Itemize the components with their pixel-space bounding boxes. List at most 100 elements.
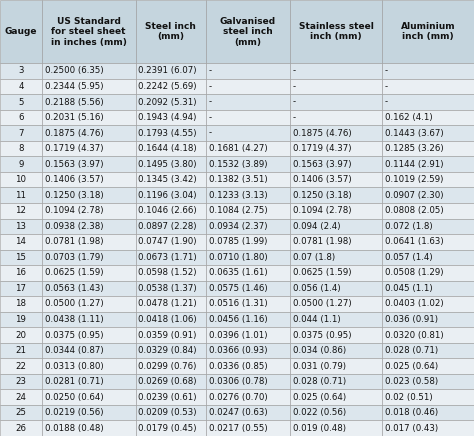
Text: 0.2500 (6.35): 0.2500 (6.35)	[45, 66, 103, 75]
Text: 0.0219 (0.56): 0.0219 (0.56)	[45, 408, 103, 417]
Bar	[42, 296, 136, 312]
Text: 0.0500 (1.27): 0.0500 (1.27)	[293, 300, 352, 309]
Text: 0.1094 (2.78): 0.1094 (2.78)	[293, 206, 351, 215]
Text: 6: 6	[18, 113, 24, 122]
Bar	[382, 312, 474, 327]
Text: 0.1875 (4.76): 0.1875 (4.76)	[45, 129, 103, 138]
Text: 0.0344 (0.87): 0.0344 (0.87)	[45, 346, 103, 355]
Text: 0.1644 (4.18): 0.1644 (4.18)	[138, 144, 197, 153]
Text: 22: 22	[15, 361, 27, 371]
Bar	[382, 0, 474, 63]
Text: 0.1406 (3.57): 0.1406 (3.57)	[45, 175, 103, 184]
Text: 0.0313 (0.80): 0.0313 (0.80)	[45, 361, 103, 371]
Bar	[382, 281, 474, 296]
Text: 0.0907 (2.30): 0.0907 (2.30)	[385, 191, 443, 200]
Text: 0.1250 (3.18): 0.1250 (3.18)	[45, 191, 103, 200]
Bar	[136, 296, 206, 312]
Bar	[136, 110, 206, 126]
Text: 3: 3	[18, 66, 24, 75]
Text: 14: 14	[15, 237, 27, 246]
Bar	[136, 234, 206, 249]
Bar	[0, 405, 42, 420]
Bar	[136, 312, 206, 327]
Bar	[382, 405, 474, 420]
Text: 0.2242 (5.69): 0.2242 (5.69)	[138, 82, 197, 91]
Bar	[0, 172, 42, 187]
Bar	[382, 327, 474, 343]
Bar	[382, 420, 474, 436]
Bar	[42, 141, 136, 157]
Bar	[382, 249, 474, 265]
Text: 0.045 (1.1): 0.045 (1.1)	[385, 284, 432, 293]
Bar	[136, 281, 206, 296]
Bar	[42, 203, 136, 218]
Text: 0.1144 (2.91): 0.1144 (2.91)	[385, 160, 443, 169]
Text: 0.0306 (0.78): 0.0306 (0.78)	[209, 377, 267, 386]
Text: US Standard
for steel sheet
in inches (mm): US Standard for steel sheet in inches (m…	[51, 17, 127, 47]
Text: 17: 17	[15, 284, 27, 293]
Bar	[0, 234, 42, 249]
Text: 15: 15	[15, 253, 27, 262]
Text: 10: 10	[15, 175, 27, 184]
Text: 0.0747 (1.90): 0.0747 (1.90)	[138, 237, 197, 246]
Text: 8: 8	[18, 144, 24, 153]
Bar	[206, 281, 290, 296]
Text: 0.1285 (3.26): 0.1285 (3.26)	[385, 144, 444, 153]
Bar	[382, 343, 474, 358]
Text: 0.0396 (1.01): 0.0396 (1.01)	[209, 330, 267, 340]
Text: 0.07 (1.8): 0.07 (1.8)	[293, 253, 335, 262]
Text: 13: 13	[15, 222, 27, 231]
Bar	[290, 343, 382, 358]
Text: -: -	[293, 113, 296, 122]
Text: -: -	[209, 82, 212, 91]
Bar	[136, 249, 206, 265]
Bar	[136, 187, 206, 203]
Bar	[0, 343, 42, 358]
Bar	[382, 234, 474, 249]
Bar	[382, 218, 474, 234]
Bar	[42, 343, 136, 358]
Text: 0.025 (0.64): 0.025 (0.64)	[385, 361, 438, 371]
Text: 0.0635 (1.61): 0.0635 (1.61)	[209, 269, 267, 277]
Text: 0.1196 (3.04): 0.1196 (3.04)	[138, 191, 197, 200]
Text: 0.1719 (4.37): 0.1719 (4.37)	[293, 144, 351, 153]
Bar	[206, 358, 290, 374]
Text: 0.162 (4.1): 0.162 (4.1)	[385, 113, 432, 122]
Text: 0.1382 (3.51): 0.1382 (3.51)	[209, 175, 267, 184]
Text: 0.0281 (0.71): 0.0281 (0.71)	[45, 377, 103, 386]
Bar	[42, 249, 136, 265]
Bar	[382, 172, 474, 187]
Bar	[290, 327, 382, 343]
Bar	[136, 265, 206, 281]
Bar	[136, 420, 206, 436]
Text: 0.0516 (1.31): 0.0516 (1.31)	[209, 300, 267, 309]
Text: 0.2031 (5.16): 0.2031 (5.16)	[45, 113, 103, 122]
Text: 0.2344 (5.95): 0.2344 (5.95)	[45, 82, 103, 91]
Bar	[206, 343, 290, 358]
Text: 0.0336 (0.85): 0.0336 (0.85)	[209, 361, 267, 371]
Text: 18: 18	[15, 300, 27, 309]
Text: -: -	[293, 66, 296, 75]
Bar	[42, 157, 136, 172]
Text: 16: 16	[15, 269, 27, 277]
Text: 0.018 (0.46): 0.018 (0.46)	[385, 408, 438, 417]
Bar	[42, 234, 136, 249]
Bar	[136, 157, 206, 172]
Bar	[136, 0, 206, 63]
Bar	[42, 79, 136, 94]
Bar	[0, 281, 42, 296]
Text: 0.1443 (3.67): 0.1443 (3.67)	[385, 129, 444, 138]
Bar	[42, 281, 136, 296]
Bar	[0, 157, 42, 172]
Bar	[206, 79, 290, 94]
Bar	[0, 187, 42, 203]
Text: -: -	[385, 82, 388, 91]
Bar	[136, 343, 206, 358]
Bar	[206, 296, 290, 312]
Text: -: -	[209, 66, 212, 75]
Text: 0.0625 (1.59): 0.0625 (1.59)	[293, 269, 351, 277]
Text: 0.023 (0.58): 0.023 (0.58)	[385, 377, 438, 386]
Text: 12: 12	[15, 206, 27, 215]
Bar	[290, 63, 382, 79]
Bar	[0, 203, 42, 218]
